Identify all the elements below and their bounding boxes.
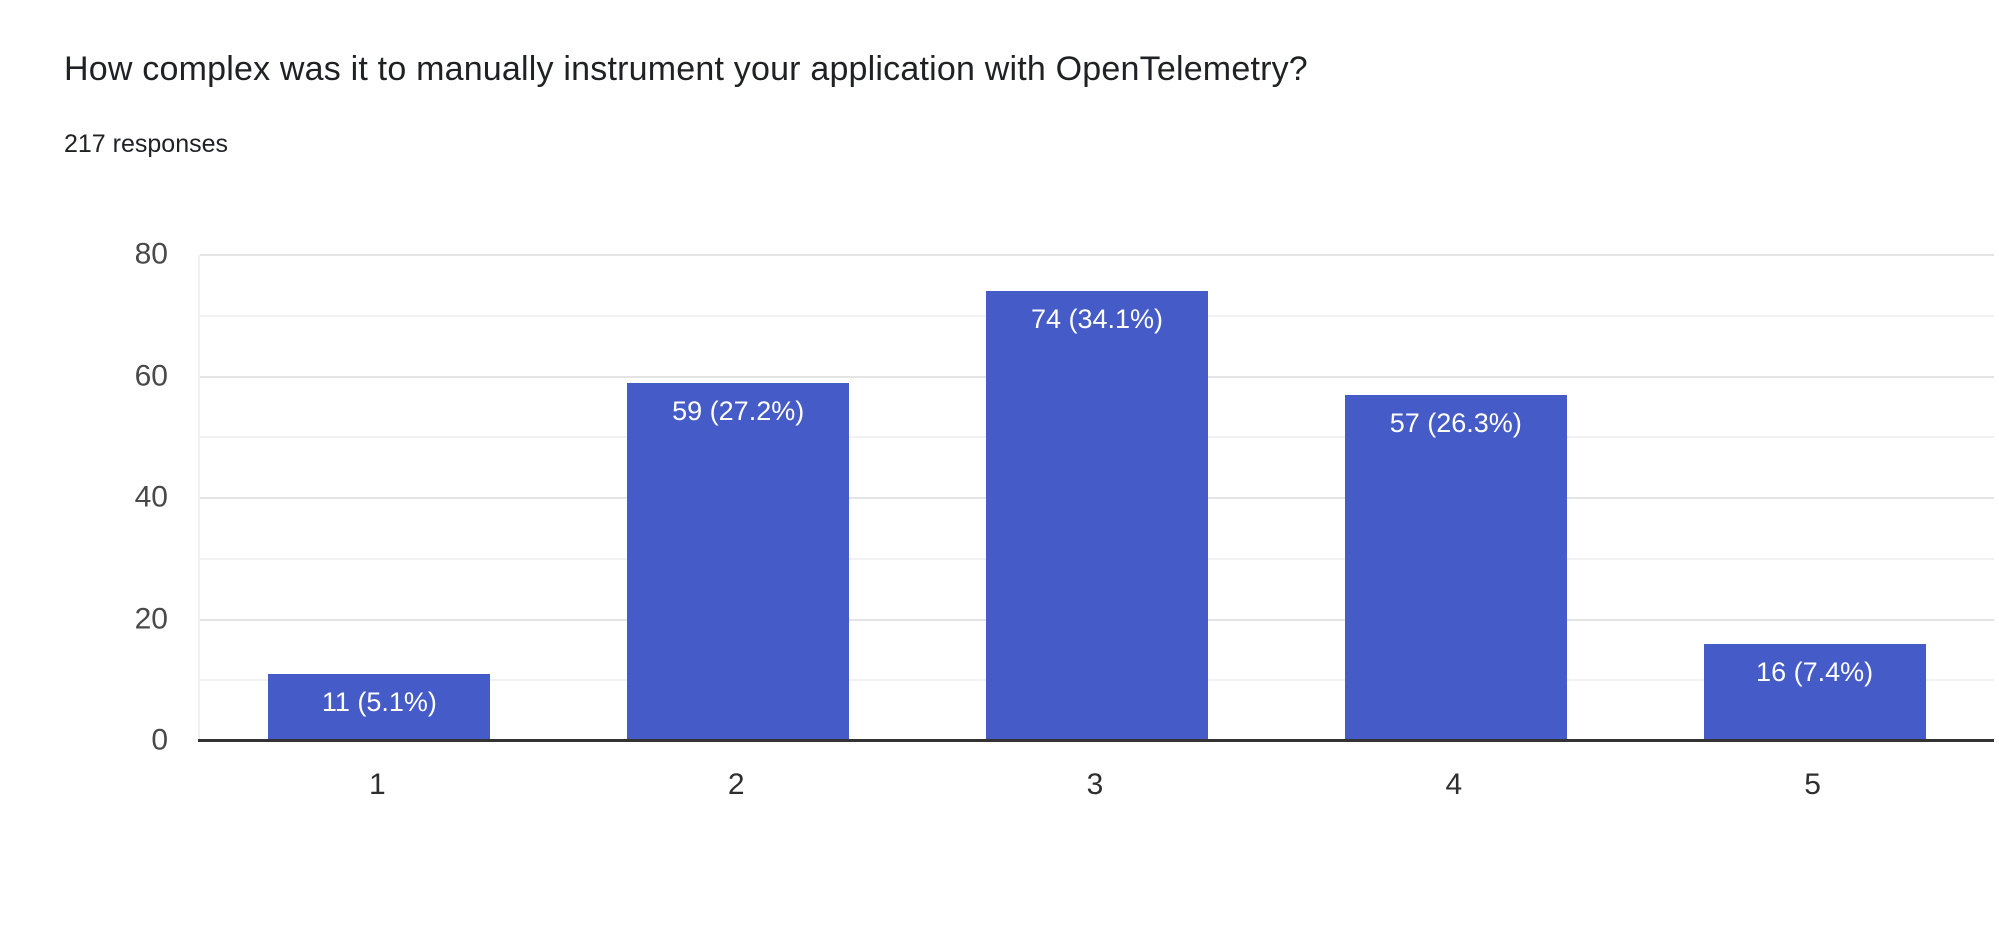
x-axis: 1 2 3 4 5 xyxy=(198,768,1992,802)
bar-value-label: 74 (34.1%) xyxy=(1030,304,1164,335)
x-axis-category-label: 3 xyxy=(1086,768,1104,801)
bar-category-2: 59 (27.2%) xyxy=(627,382,850,741)
y-axis-tick-label: 20 xyxy=(134,601,168,635)
bar-slot: 59 (27.2%) xyxy=(559,255,918,741)
gridline xyxy=(200,254,1994,256)
bar-slot: 11 (5.1%) xyxy=(200,255,559,741)
bar-value-label: 16 (7.4%) xyxy=(1756,656,1874,687)
y-axis-tick-label: 80 xyxy=(134,237,168,271)
x-axis-category-label: 5 xyxy=(1804,768,1821,801)
bar-category-3: 74 (34.1%) xyxy=(985,291,1208,741)
chart-title: How complex was it to manually instrumen… xyxy=(64,50,1308,88)
bar-category-4: 57 (26.3%) xyxy=(1344,394,1567,741)
y-axis-tick-label: 40 xyxy=(134,480,168,514)
y-axis-tick-label: 0 xyxy=(151,723,168,757)
bar-category-5: 16 (7.4%) xyxy=(1703,643,1926,741)
bar-value-label: 57 (26.3%) xyxy=(1389,407,1522,438)
x-axis-category-label: 4 xyxy=(1445,768,1463,801)
bar-category-1: 11 (5.1%) xyxy=(268,674,491,741)
bars-row: 11 (5.1%) 59 (27.2%) 74 (34.1%) 57 (26.3%) 1… xyxy=(200,255,1994,741)
y-axis-tick-label: 60 xyxy=(134,358,168,392)
bar-slot: 74 (34.1%) xyxy=(918,255,1277,741)
x-axis-baseline xyxy=(198,739,1994,742)
x-axis-category-label: 1 xyxy=(369,768,386,801)
x-axis-category-label: 2 xyxy=(727,768,745,801)
bar-slot: 16 (7.4%) xyxy=(1635,255,1994,741)
y-axis: 0 20 40 60 80 xyxy=(64,237,168,756)
response-count: 217 responses xyxy=(64,130,229,158)
bar-value-label: 59 (27.2%) xyxy=(672,395,805,426)
plot-area: 11 (5.1%) 59 (27.2%) 74 (34.1%) 57 (26.3%) 1… xyxy=(198,254,1994,741)
bar-value-label: 11 (5.1%) xyxy=(321,687,437,718)
bar-slot: 57 (26.3%) xyxy=(1276,255,1635,741)
